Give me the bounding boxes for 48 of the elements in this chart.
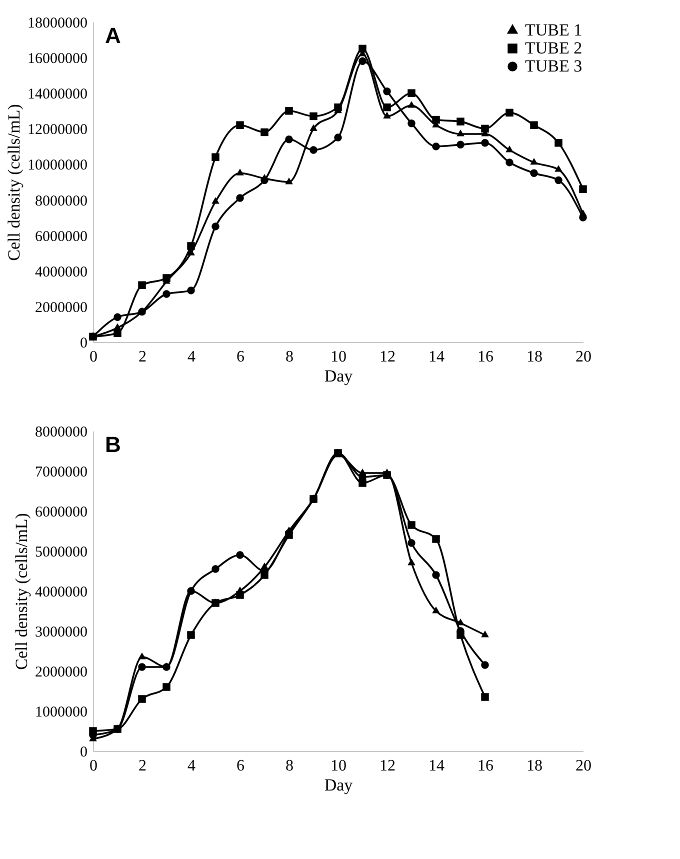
x-tick-label: 14 (428, 758, 444, 774)
y-tick-label: 2000000 (35, 300, 88, 316)
y-tick-label: 4000000 (35, 264, 88, 280)
y-tick-label: 7000000 (35, 464, 88, 480)
x-tick-label: 6 (236, 348, 244, 366)
x-tick-label: 8 (286, 758, 294, 774)
y-axis-title: Cell density (cells/mL) (4, 104, 24, 261)
x-tick-label: 2 (138, 348, 146, 366)
chart-title: A (105, 23, 121, 48)
x-tick-label: 14 (428, 348, 444, 366)
y-tick-label: 16000000 (28, 51, 88, 68)
y-tick-label: 18000000 (28, 16, 88, 32)
x-axis-title: Day (324, 776, 354, 794)
x-tick-label: 8 (286, 348, 294, 366)
chart-title: B (105, 432, 121, 457)
x-tick-label: 4 (188, 348, 196, 366)
x-tick-label: 2 (138, 758, 146, 774)
y-tick-label: 0 (80, 744, 88, 760)
legend-label: TUBE 2 (525, 38, 582, 58)
x-tick-label: 18 (526, 758, 542, 774)
y-tick-label: 2000000 (35, 664, 88, 680)
y-tick-label: 3000000 (35, 624, 88, 640)
x-tick-label: 4 (188, 758, 196, 774)
x-tick-label: 16 (478, 348, 494, 366)
y-tick-label: 14000000 (28, 86, 88, 103)
y-tick-label: 8000000 (35, 424, 88, 440)
legend-label: TUBE 1 (525, 20, 582, 40)
y-tick-label: 6000000 (35, 228, 88, 245)
x-tick-label: 10 (330, 348, 346, 366)
y-tick-label: 8000000 (35, 193, 88, 210)
x-axis-title: Day (324, 366, 354, 386)
legend-label: TUBE 3 (525, 56, 582, 76)
y-tick-label: 12000000 (28, 122, 88, 138)
x-tick-label: 12 (380, 758, 396, 774)
x-tick-label: 20 (576, 758, 592, 774)
x-tick-label: 16 (478, 758, 494, 774)
x-tick-label: 20 (576, 348, 592, 366)
y-tick-label: 5000000 (35, 544, 88, 560)
x-tick-label: 10 (330, 758, 346, 774)
x-tick-label: 6 (236, 758, 244, 774)
y-tick-label: 6000000 (35, 504, 88, 520)
y-axis-title: Cell density (cells/mL) (12, 513, 31, 670)
y-tick-label: 10000000 (28, 158, 88, 174)
y-tick-label: 1000000 (35, 704, 88, 720)
x-tick-label: 12 (380, 348, 396, 366)
y-tick-label: 0 (80, 336, 88, 352)
x-tick-label: 18 (526, 348, 542, 366)
y-tick-label: 4000000 (35, 584, 88, 600)
